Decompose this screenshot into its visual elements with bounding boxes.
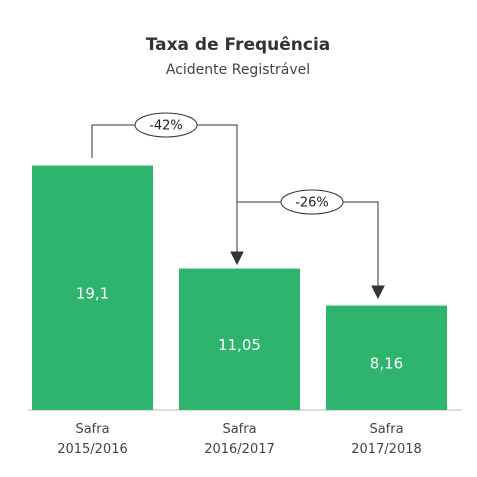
arrow-head [371,285,385,300]
arrows [91,112,385,300]
bar [179,268,300,410]
bar [326,305,447,410]
x-tick-label: Safra 2017/2018 [351,422,422,457]
value-label: 8,16 [370,354,403,372]
annotation-oval [134,112,198,138]
arrow-head [230,251,244,266]
value-label: 19,1 [76,284,109,302]
chart-title: Taxa de Frequência [146,35,331,55]
annotation: -26% [295,196,329,211]
value-label: 11,05 [218,336,261,354]
x-tick-label: Safra 2016/2017 [204,422,275,457]
chart-subtitle: Acidente Registrável [166,62,310,78]
x-tick-label: Safra 2015/2016 [57,422,128,457]
bar [32,165,153,410]
annotation-oval [280,189,344,215]
annotation: -42% [149,119,183,134]
